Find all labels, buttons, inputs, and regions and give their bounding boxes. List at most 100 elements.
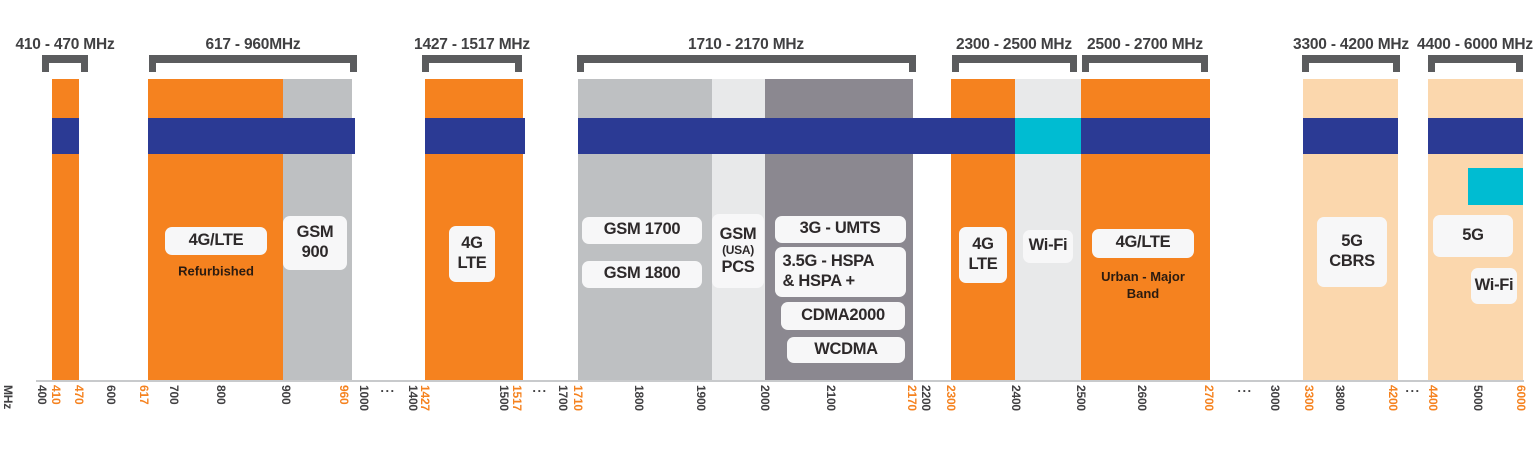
axis-tick-2000: 2000 [758,385,772,411]
pill-gsm-usa-pcs-line: GSM [719,224,757,243]
blue-band-4400-6000 [1428,118,1523,154]
blue-band-410-470 [52,118,79,154]
pill-gsm-usa-pcs-line: PCS [721,257,755,276]
urban-major-band-label-line: Urban - Major [1101,269,1185,285]
pill-3g-umts-line: 3G - UMTS [799,219,881,238]
axis-tick-2500: 2500 [1074,385,1088,411]
axis-tick-2600: 2600 [1135,385,1149,411]
pill-4g-lte-1427-line: LTE [457,254,487,272]
axis-tick-2400: 2400 [1009,385,1023,411]
pill-gsm-1800: GSM 1800 [582,260,702,288]
range-label-410-470: 410 - 470 MHz [15,36,115,53]
pill-gsm-usa-pcs: GSM (USA) PCS [712,214,764,288]
axis-tick-2170: 2170 [905,385,919,411]
frequency-axis-line [36,380,1524,382]
pill-5g-cbrs-line: 5G [1341,232,1363,251]
blue-band-1427-1517 [425,118,525,154]
pill-4g-lte-2300-line: 4G [972,235,994,254]
axis-tick-1427: 1427 [418,385,432,411]
range-label-1710-2170: 1710 - 2170 MHz [688,36,804,53]
axis-tick-6000: 6000 [1514,385,1528,411]
axis-tick-1400: 1400 [406,385,420,411]
pill-5g: 5G [1433,215,1513,257]
axis-tick-2200: 2200 [919,385,933,411]
range-label-617-960: 617 - 960MHz [205,36,301,53]
wifi-5ghz-cyan-block [1468,168,1523,205]
pill-wifi-2400-line: Wi-Fi [1028,236,1068,255]
axis-tick-3000: 3000 [1268,385,1282,411]
axis-tick-4200: 4200 [1386,385,1400,411]
pill-wifi-5ghz-line: Wi-Fi [1474,276,1514,295]
range-bracket-4400-6000 [1428,55,1523,72]
pill-35g-hspa-line: 3.5G - HSPA [782,252,875,271]
axis-tick-1800: 1800 [632,385,646,411]
axis-ellipsis-1: ... [380,380,396,395]
pill-4g-lte-2300: 4G LTE [959,227,1007,283]
pill-4g-lte-2500: 4G/LTE [1092,228,1194,258]
range-bracket-410-470 [42,55,88,72]
axis-tick-1500: 1500 [497,385,511,411]
range-bracket-617-960 [149,55,357,72]
axis-tick-1710: 1710 [571,385,585,411]
pill-wifi-2400: Wi-Fi [1023,229,1073,263]
axis-tick-3800: 3800 [1333,385,1347,411]
axis-ellipsis-2: ... [532,380,548,395]
axis-tick-960: 960 [337,385,351,405]
pill-cdma2000: CDMA2000 [781,302,905,330]
pill-3g-umts: 3G - UMTS [774,215,906,243]
blue-band-1710-2400 [578,118,1015,154]
axis-unit-label: MHz [1,385,15,410]
axis-tick-2300: 2300 [944,385,958,411]
axis-tick-1000: 1000 [357,385,371,411]
blue-band-617-960 [148,118,355,154]
range-label-2500-2700: 2500 - 2700 MHz [1087,36,1203,53]
range-label-1427-1517: 1427 - 1517 MHz [414,36,530,53]
refurbished-label-line: Refurbished [178,263,254,279]
axis-ellipsis-4: ... [1405,380,1421,395]
axis-tick-600: 600 [104,385,118,405]
pill-wcdma-line: WCDMA [814,340,878,359]
axis-tick-5000: 5000 [1471,385,1485,411]
axis-tick-2700: 2700 [1202,385,1216,411]
pill-35g-hspa: 3.5G - HSPA & HSPA + [774,247,906,297]
pill-5g-cbrs: 5G CBRS [1317,217,1387,287]
pill-gsm-1700-line: GSM 1700 [603,220,681,239]
pill-4g-lte-refurbished: 4G/LTE [165,227,267,255]
axis-tick-800: 800 [214,385,228,405]
axis-tick-4400: 4400 [1426,385,1440,411]
range-bracket-1710-2170 [577,55,916,72]
pill-wcdma: WCDMA [787,337,905,363]
pill-gsm-900-line: GSM [296,223,334,242]
pill-cdma2000-line: CDMA2000 [801,306,885,325]
axis-tick-410: 410 [49,385,63,405]
axis-tick-1517: 1517 [510,385,524,411]
pill-wifi-5ghz: Wi-Fi [1471,268,1517,304]
pill-35g-hspa-line: & HSPA + [782,272,856,290]
range-bracket-3300-4200 [1302,55,1400,72]
pill-4g-lte-1427: 4G LTE [449,226,495,282]
blue-band-2500-2700 [1081,118,1210,154]
range-bracket-2300-2500 [952,55,1077,72]
pill-5g-cbrs-line: CBRS [1329,252,1375,270]
pill-5g-line: 5G [1462,226,1484,245]
urban-major-band-label-line: Band [1126,286,1160,301]
pill-4g-lte-1427-line: 4G [461,234,483,253]
axis-tick-1900: 1900 [694,385,708,411]
axis-tick-617: 617 [137,385,151,405]
pill-4g-lte-2300-line: LTE [968,255,998,273]
pill-gsm-usa-pcs-line: (USA) [722,243,754,258]
refurbished-label: Refurbished [178,264,254,281]
urban-major-band-label: Urban - Major Band [1101,269,1185,303]
axis-tick-1700: 1700 [556,385,570,411]
axis-tick-3300: 3300 [1302,385,1316,411]
pill-gsm-900: GSM 900 [283,216,347,270]
pill-4g-lte-2500-line: 4G/LTE [1115,233,1171,252]
blue-band-3300-4200 [1303,118,1398,154]
range-label-2300-2500: 2300 - 2500 MHz [956,36,1072,53]
pill-gsm-1700: GSM 1700 [582,216,702,244]
pill-gsm-900-line: 900 [301,243,329,261]
range-bracket-1427-1517 [422,55,522,72]
axis-tick-470: 470 [72,385,86,405]
axis-tick-2100: 2100 [824,385,838,411]
